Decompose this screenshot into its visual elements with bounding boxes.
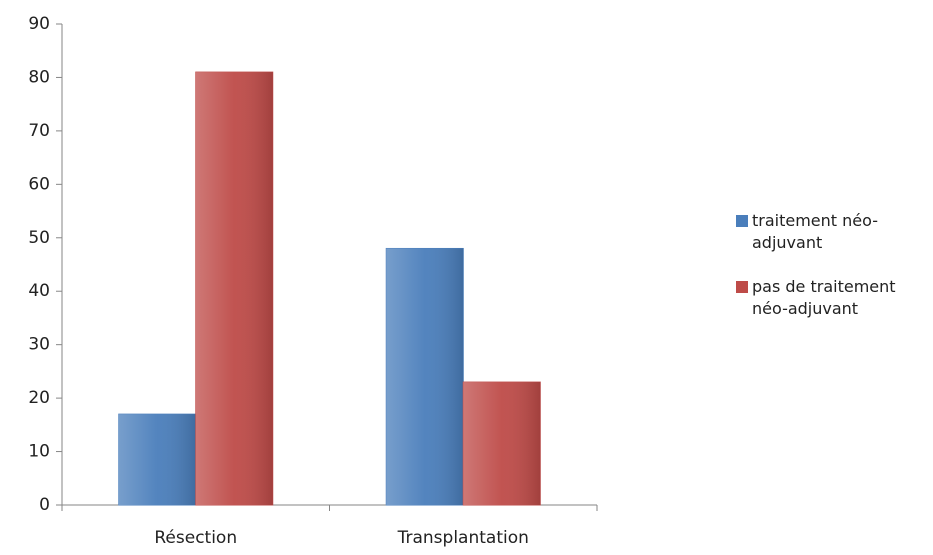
bar-shine — [463, 382, 541, 505]
y-tick-label: 40 — [28, 281, 50, 301]
y-tick-label: 30 — [28, 335, 50, 355]
legend-swatch — [736, 281, 748, 293]
y-tick-label: 10 — [28, 442, 50, 462]
y-tick-label: 90 — [28, 14, 50, 34]
y-tick-label: 0 — [39, 495, 50, 515]
x-tick-label: Transplantation — [397, 528, 529, 548]
y-tick-label: 70 — [28, 121, 50, 141]
y-tick-label: 20 — [28, 388, 50, 408]
legend-label: pas de traitement néo-adjuvant — [752, 277, 896, 318]
legend: traitement néo-adjuvant pas de traitement… — [736, 210, 926, 342]
legend-item: traitement néo-adjuvant — [736, 210, 926, 254]
y-tick-label: 80 — [28, 67, 50, 87]
x-tick-label: Résection — [154, 528, 237, 548]
bar-shine — [118, 414, 196, 505]
y-tick-label: 50 — [28, 228, 50, 248]
bar-shine — [386, 248, 464, 505]
bar-shine — [195, 72, 273, 505]
legend-item: pas de traitement néo-adjuvant — [736, 276, 926, 320]
y-tick-label: 60 — [28, 174, 50, 194]
legend-label: traitement néo-adjuvant — [752, 211, 878, 252]
legend-swatch — [736, 215, 748, 227]
